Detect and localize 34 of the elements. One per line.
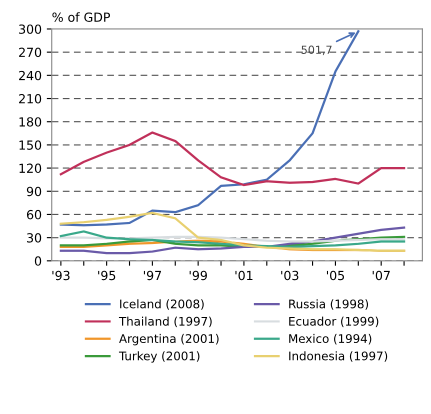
y-tick-label: 180 bbox=[20, 117, 42, 127]
legend-label: Thailand (1997) bbox=[118, 316, 212, 328]
line-series bbox=[60, 30, 360, 226]
x-tick-label: '99 bbox=[190, 270, 207, 280]
y-tick-label: 60 bbox=[26, 210, 42, 220]
line-series bbox=[60, 226, 406, 254]
x-tick-label: '03 bbox=[281, 270, 298, 280]
y-tick-label: 90 bbox=[26, 186, 42, 196]
line-series bbox=[60, 131, 406, 186]
legend-label: Turkey (2001) bbox=[118, 351, 200, 363]
y-tick-label: 270 bbox=[19, 48, 42, 58]
x-tick-label: '93 bbox=[52, 270, 70, 280]
x-tick-label: '01 bbox=[235, 270, 252, 280]
y-tick-label: 150 bbox=[20, 140, 42, 150]
y-tick-label: 0 bbox=[34, 256, 42, 266]
legend-label: Iceland (2008) bbox=[120, 299, 204, 310]
y-tick-label: 300 bbox=[19, 24, 42, 34]
x-tick-label: '97 bbox=[144, 270, 161, 280]
legend-label: Ecuador (1999) bbox=[289, 316, 378, 328]
line-series bbox=[60, 230, 406, 248]
line-series bbox=[60, 212, 406, 252]
y-tick-label: 210 bbox=[19, 94, 42, 104]
legend-label: Russia (1998) bbox=[289, 299, 368, 310]
x-tick-label: '95 bbox=[98, 270, 116, 280]
y-tick-label: 30 bbox=[27, 233, 42, 243]
legend-label: Indonesia (1997) bbox=[289, 351, 388, 362]
legend-label: Argentina (2001) bbox=[119, 334, 219, 346]
y-axis-title: % of GDP bbox=[52, 12, 110, 22]
x-tick-label: '07 bbox=[372, 270, 390, 280]
annotation: 501,7 bbox=[302, 46, 332, 56]
legend-label: Mexico (1994) bbox=[289, 334, 372, 344]
y-tick-label: 240 bbox=[19, 70, 42, 80]
y-tick-label: 120 bbox=[20, 164, 42, 174]
x-tick-label: '05 bbox=[326, 270, 344, 280]
